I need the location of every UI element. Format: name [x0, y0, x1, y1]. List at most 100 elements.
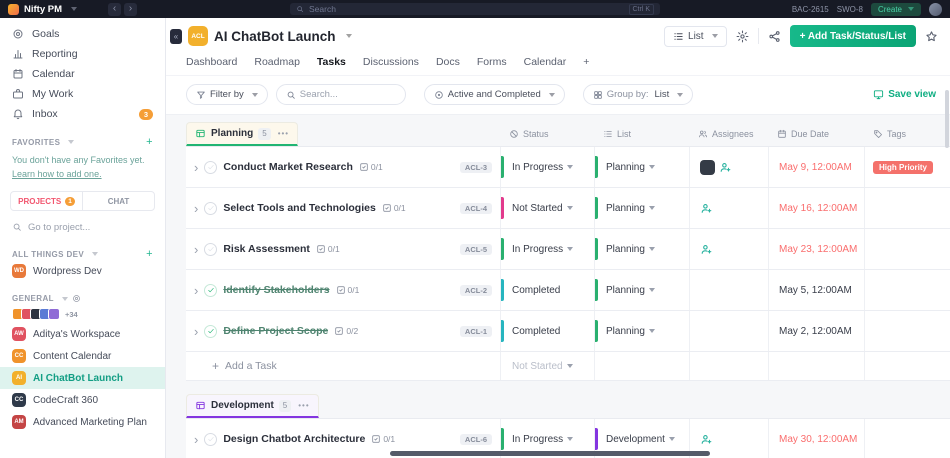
filter-by-dropdown[interactable]: Filter by [186, 84, 268, 105]
task-name[interactable]: Design Chatbot Architecture [223, 433, 366, 445]
vertical-scrollbar[interactable] [945, 90, 949, 148]
list-dropdown[interactable]: Development [595, 434, 675, 445]
list-dropdown[interactable]: Planning [595, 244, 655, 255]
group-section-header[interactable]: ALL THINGS DEV + [0, 248, 165, 260]
star-icon[interactable] [925, 30, 938, 43]
expand-task-chevron-icon[interactable]: › [194, 200, 199, 216]
tab-projects[interactable]: PROJECTS 1 [11, 192, 82, 210]
share-icon[interactable] [768, 30, 781, 43]
task-row[interactable]: › Conduct Market Research 0/1 ACL-3 In Progr… [186, 147, 950, 188]
task-row[interactable]: › Risk Assessment 0/1 ACL-5 In Progress Plann… [186, 229, 950, 270]
project-item-content-calendar[interactable]: CC Content Calendar [0, 345, 165, 367]
chevron-down-icon[interactable] [345, 34, 352, 38]
task-name[interactable]: Conduct Market Research [223, 161, 353, 173]
add-to-group-button[interactable]: + [146, 248, 153, 260]
project-item-ai-chatbot-launch[interactable]: AI AI ChatBot Launch [0, 367, 165, 389]
expand-task-chevron-icon[interactable]: › [194, 159, 199, 175]
chevron-down-icon[interactable] [68, 140, 75, 144]
status-dropdown[interactable]: In Progress [501, 434, 574, 445]
assignee-avatar[interactable] [700, 159, 715, 175]
task-name[interactable]: Identify Stakeholders [223, 284, 330, 296]
global-search-input[interactable] [309, 4, 624, 14]
tag-pill[interactable]: High Priority [873, 160, 934, 174]
add-assignee-button[interactable] [700, 202, 713, 215]
horizontal-scrollbar[interactable] [390, 451, 710, 456]
add-assignee-button[interactable] [700, 433, 713, 446]
nav-back-button[interactable]: ‹ [108, 2, 121, 16]
due-date[interactable]: May 16, 12:00AM [779, 202, 858, 214]
status-dropdown[interactable]: In Progress [501, 244, 574, 255]
collapse-sidebar-button[interactable]: « [170, 28, 182, 44]
app-name[interactable]: Nifty PM [24, 3, 62, 15]
task-checkbox[interactable] [204, 160, 218, 174]
due-date[interactable]: May 9, 12:00AM [779, 161, 852, 173]
group-by-dropdown[interactable]: Group by: List [582, 84, 694, 105]
expand-task-chevron-icon[interactable]: › [194, 241, 199, 257]
status-dropdown[interactable]: Completed [512, 325, 561, 337]
project-item-codecraft-360[interactable]: CC CodeCraft 360 [0, 389, 165, 411]
favorites-help-link[interactable]: Learn how to add one. [12, 168, 102, 179]
tab-roadmap[interactable]: Roadmap [254, 56, 300, 68]
add-favorite-button[interactable]: + [146, 136, 153, 148]
column-header-list[interactable]: List [595, 129, 690, 139]
status-dropdown[interactable]: Completed [512, 284, 561, 296]
task-name[interactable]: Select Tools and Technologies [223, 202, 376, 214]
column-header-tags[interactable]: Tags [865, 129, 950, 139]
gear-icon[interactable] [736, 30, 749, 43]
task-row[interactable]: › Select Tools and Technologies 0/1 ACL-4 No… [186, 188, 950, 229]
expand-task-chevron-icon[interactable]: › [194, 323, 199, 339]
project-search-input[interactable] [28, 221, 160, 233]
sidebar-item-inbox[interactable]: Inbox 3 [0, 104, 165, 124]
app-logo[interactable] [8, 3, 19, 15]
sidebar-item-my-work[interactable]: My Work [0, 84, 165, 104]
sidebar-item-calendar[interactable]: Calendar [0, 64, 165, 84]
project-item-advanced-marketing-plan[interactable]: AM Advanced Marketing Plan [0, 411, 165, 433]
due-date[interactable]: May 23, 12:00AM [779, 243, 858, 255]
add-assignee-button[interactable] [719, 161, 732, 174]
column-header-assignees[interactable]: Assignees [690, 129, 769, 139]
status-dropdown[interactable]: In Progress [501, 162, 574, 173]
nav-forward-button[interactable]: › [124, 2, 137, 16]
list-dropdown[interactable]: Planning [595, 326, 655, 337]
tab-discussions[interactable]: Discussions [362, 56, 419, 68]
list-dropdown[interactable]: Planning [595, 285, 655, 296]
group-tab-development[interactable]: Development 5 ••• [186, 394, 319, 418]
status-dropdown[interactable]: Not Started [501, 203, 573, 214]
task-checkbox[interactable] [204, 283, 218, 297]
group-tab-planning[interactable]: Planning 5 ••• [186, 122, 299, 146]
tab-docs[interactable]: Docs [435, 56, 460, 68]
task-checkbox[interactable] [204, 242, 218, 256]
due-date[interactable]: May 2, 12:00AM [779, 325, 852, 337]
view-selector-button[interactable]: List [664, 25, 727, 47]
tab-tasks[interactable]: Tasks [316, 56, 346, 68]
task-row[interactable]: › Define Project Scope 0/2 ACL-1 Completed Pl… [186, 311, 950, 352]
column-header-status[interactable]: Status [501, 129, 595, 139]
add-task-status-list-button[interactable]: + Add Task/Status/List [789, 25, 916, 47]
recent-item-badge[interactable]: SWO-8 [836, 4, 863, 14]
user-avatar[interactable] [929, 2, 942, 16]
task-search[interactable] [275, 84, 406, 105]
task-checkbox[interactable] [204, 324, 218, 338]
task-name[interactable]: Risk Assessment [223, 243, 310, 255]
create-button[interactable]: Create [870, 2, 921, 16]
project-search[interactable]: + [0, 211, 165, 236]
group-menu-button[interactable]: ••• [277, 129, 290, 138]
save-view-button[interactable]: Save view [873, 89, 936, 100]
recent-item-badge[interactable]: BAC-2615 [791, 4, 829, 14]
expand-task-chevron-icon[interactable]: › [194, 282, 199, 298]
status-filter-dropdown[interactable]: Active and Completed [423, 84, 565, 105]
task-checkbox[interactable] [204, 432, 218, 446]
task-checkbox[interactable] [204, 201, 218, 215]
group-menu-button[interactable]: ••• [298, 401, 310, 410]
tab-calendar[interactable]: Calendar [523, 56, 567, 68]
task-row[interactable]: › Identify Stakeholders 0/1 ACL-2 Completed P… [186, 270, 950, 311]
project-item-aditya-s-workspace[interactable]: AW Aditya's Workspace [0, 323, 165, 345]
tab-dashboard[interactable]: Dashboard [186, 56, 238, 68]
sidebar-item-reporting[interactable]: Reporting [0, 44, 165, 64]
add-assignee-button[interactable] [700, 243, 713, 256]
due-date[interactable]: May 30, 12:00AM [779, 433, 858, 445]
tab-chat[interactable]: CHAT [82, 192, 154, 210]
expand-task-chevron-icon[interactable]: › [194, 431, 199, 447]
task-name[interactable]: Define Project Scope [223, 325, 329, 337]
due-date[interactable]: May 5, 12:00AM [779, 284, 852, 296]
